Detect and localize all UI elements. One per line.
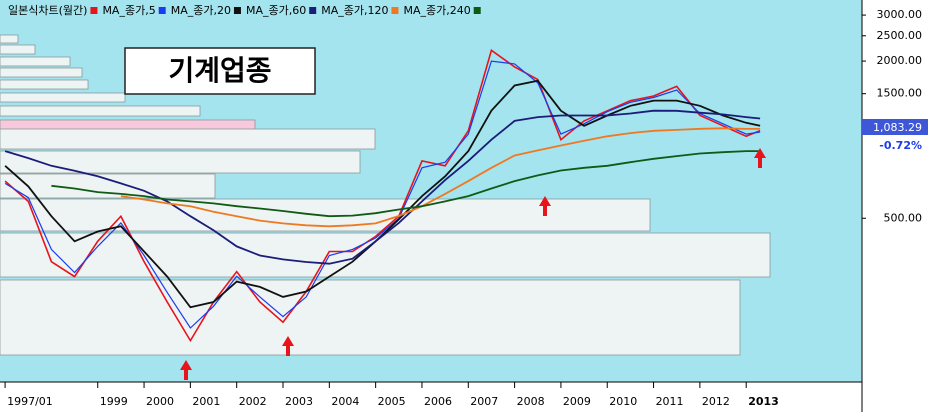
x-tick-label: 2006 (424, 395, 452, 408)
y-tick-label: 500.00 (884, 211, 923, 224)
x-tick-label: 2004 (331, 395, 359, 408)
x-tick-label: 2010 (609, 395, 637, 408)
x-tick-label: 1997/01 (7, 395, 53, 408)
legend-swatch (158, 7, 166, 14)
arrows (180, 148, 766, 380)
series-line (120, 127, 761, 228)
x-tick-label: 2011 (656, 395, 684, 408)
legend-swatch (473, 7, 481, 14)
legend-label: MA_종가,240 (403, 4, 470, 17)
y-tick-label: 1500.00 (877, 87, 923, 100)
x-tick-label: 2002 (239, 395, 267, 408)
x-tick-label: 2001 (192, 395, 220, 408)
chart-title: 기계업종 (168, 54, 271, 87)
x-tick-label: 2005 (378, 395, 406, 408)
title-box (124, 47, 316, 95)
last-value: 1,083.29 (873, 121, 922, 134)
x-tick-label: 2000 (146, 395, 174, 408)
y-tick-label: 3000.00 (877, 8, 923, 21)
x-tick-label: 2009 (563, 395, 591, 408)
series-line (4, 79, 761, 309)
legend-swatch (309, 7, 317, 14)
legend-label: 일본식차트(월간) (8, 3, 87, 17)
legend-label: MA_종가,20 (171, 4, 231, 17)
legend-label: MA_종가,120 (321, 4, 388, 17)
x-tick-label: 1999 (100, 395, 128, 408)
legend-label: MA_종가,60 (246, 4, 306, 17)
legend: 일본식차트(월간) MA_종가,5 MA_종가,20 MA_종가,60 MA_종가,12… (8, 3, 481, 17)
x-tick-label: 2013 (748, 395, 779, 408)
x-tick-label: 2003 (285, 395, 313, 408)
x-tick-label: 2007 (470, 395, 498, 408)
last-value-box (862, 119, 928, 135)
y-tick-label: 2000.00 (877, 54, 923, 67)
legend-swatch (90, 7, 98, 14)
legend-swatch (391, 7, 399, 14)
series-line (4, 109, 761, 265)
legend-label: MA_종가,5 (102, 4, 155, 17)
change: -0.72% (879, 139, 922, 152)
series (4, 48, 761, 343)
x-tick-label: 2012 (702, 395, 730, 408)
y-tick-label: 2500.00 (877, 29, 923, 42)
legend-swatch (233, 7, 241, 14)
series-line (51, 150, 761, 218)
volume-profile (0, 34, 771, 356)
x-tick-label: 2008 (517, 395, 545, 408)
